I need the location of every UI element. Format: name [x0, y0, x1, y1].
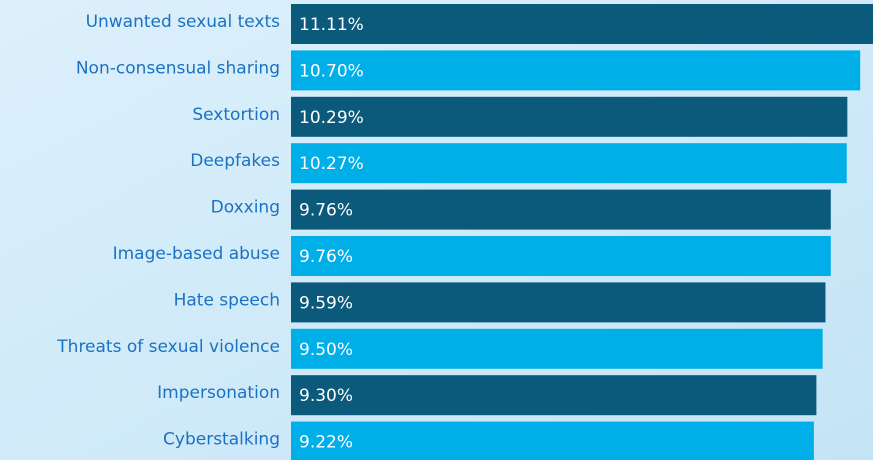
value-label: 11.11% — [299, 15, 364, 35]
bar — [291, 282, 826, 323]
bar — [291, 4, 873, 44]
value-label: 10.70% — [299, 61, 364, 81]
value-label: 9.76% — [299, 247, 353, 267]
bar — [291, 50, 861, 91]
bar — [291, 189, 831, 230]
bar — [291, 328, 823, 369]
category-label: Threats of sexual violence — [56, 337, 280, 357]
value-label: 9.59% — [299, 293, 353, 313]
bar — [291, 236, 831, 276]
value-label: 9.76% — [299, 201, 353, 221]
category-label: Hate speech — [174, 290, 280, 310]
value-label: 9.30% — [299, 386, 353, 406]
category-label: Sextortion — [192, 105, 280, 125]
category-label: Cyberstalking — [163, 430, 280, 450]
category-label: Deepfakes — [190, 151, 280, 171]
bar — [291, 143, 847, 184]
category-label: Unwanted sexual texts — [86, 12, 281, 32]
value-label: 10.27% — [299, 154, 364, 174]
category-label: Doxxing — [211, 198, 280, 218]
bar — [291, 96, 848, 137]
value-label: 9.22% — [299, 433, 353, 453]
value-label: 10.29% — [299, 108, 364, 128]
category-label: Image-based abuse — [113, 244, 280, 264]
bar — [291, 421, 814, 460]
value-label: 9.50% — [299, 340, 353, 360]
category-label: Non-consensual sharing — [76, 58, 280, 78]
bar — [291, 375, 817, 416]
category-label: Impersonation — [157, 383, 280, 403]
